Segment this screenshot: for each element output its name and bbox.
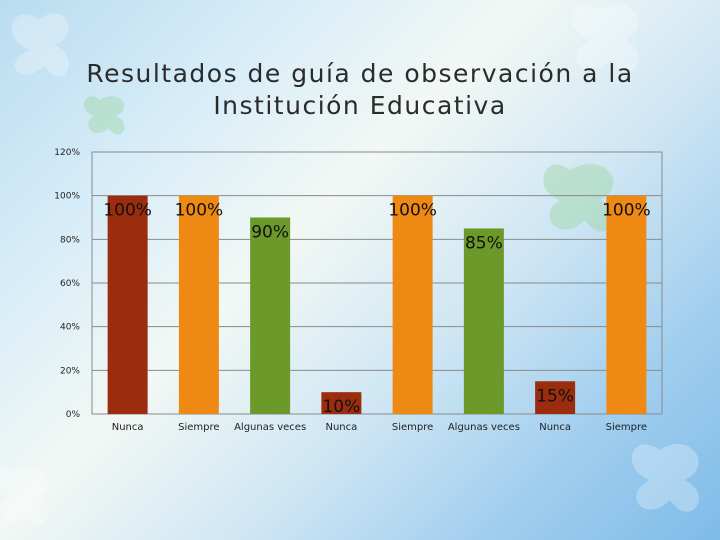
- bar-value-label: 15%: [536, 386, 574, 406]
- bar-value-label: 85%: [465, 233, 503, 253]
- chart-title: Resultados de guía de observación a la I…: [86, 59, 634, 120]
- x-category-label: Algunas veces: [448, 422, 520, 433]
- bar: [107, 195, 148, 414]
- x-category-label: Nunca: [325, 422, 357, 433]
- bar: [392, 195, 433, 414]
- bar: [321, 392, 362, 414]
- x-category-label: Siempre: [606, 422, 647, 433]
- bar-value-label: 100%: [103, 201, 152, 221]
- bar: [178, 195, 219, 414]
- y-tick-label: 100%: [54, 192, 80, 202]
- y-tick-label: 40%: [60, 323, 80, 333]
- plot-area: [91, 151, 663, 415]
- bar-value-label: 10%: [322, 397, 360, 417]
- x-category-label: Nunca: [112, 422, 144, 433]
- x-category-label: Siempre: [392, 422, 433, 433]
- y-tick-label: 0%: [66, 410, 81, 420]
- y-tick-label: 80%: [60, 235, 80, 245]
- bar-value-label: 100%: [602, 201, 651, 221]
- bar: [606, 195, 647, 414]
- bar: [463, 228, 504, 414]
- y-tick-label: 60%: [60, 279, 80, 289]
- y-tick-label: 20%: [60, 366, 80, 376]
- bar: [250, 217, 291, 414]
- x-category-label: Siempre: [178, 422, 219, 433]
- bar-value-label: 100%: [388, 201, 437, 221]
- x-category-label: Algunas veces: [234, 422, 306, 433]
- x-category-label: Nunca: [539, 422, 571, 433]
- bar-value-label: 90%: [251, 223, 289, 243]
- bar: [535, 381, 576, 414]
- y-tick-label: 120%: [54, 148, 80, 158]
- bar-value-label: 100%: [175, 201, 224, 221]
